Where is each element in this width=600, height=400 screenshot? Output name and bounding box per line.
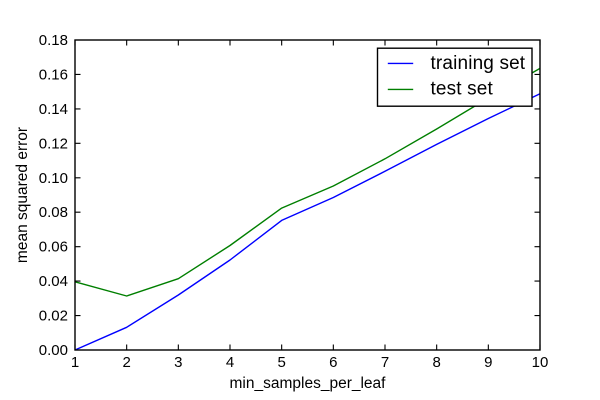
svg-text:8: 8 [432, 354, 440, 371]
svg-text:0.06: 0.06 [39, 239, 68, 256]
svg-text:0.04: 0.04 [39, 273, 68, 290]
svg-text:0.10: 0.10 [39, 170, 68, 187]
svg-text:test set: test set [431, 79, 494, 100]
svg-text:3: 3 [174, 354, 182, 371]
svg-text:mean squared error: mean squared error [14, 127, 31, 263]
svg-text:0.14: 0.14 [39, 101, 68, 118]
svg-text:6: 6 [329, 354, 337, 371]
svg-text:0.02: 0.02 [39, 308, 68, 325]
svg-text:0.18: 0.18 [39, 32, 68, 49]
svg-text:10: 10 [532, 354, 549, 371]
svg-text:0.00: 0.00 [39, 342, 68, 359]
svg-text:5: 5 [277, 354, 285, 371]
svg-text:0.12: 0.12 [39, 135, 68, 152]
svg-text:1: 1 [71, 354, 79, 371]
svg-text:0.16: 0.16 [39, 66, 68, 83]
svg-text:2: 2 [122, 354, 130, 371]
svg-text:9: 9 [484, 354, 492, 371]
svg-text:min_samples_per_leaf: min_samples_per_leaf [230, 375, 387, 392]
svg-text:4: 4 [226, 354, 234, 371]
svg-text:0.08: 0.08 [39, 204, 68, 221]
svg-text:training set: training set [431, 53, 526, 74]
svg-text:7: 7 [381, 354, 389, 371]
